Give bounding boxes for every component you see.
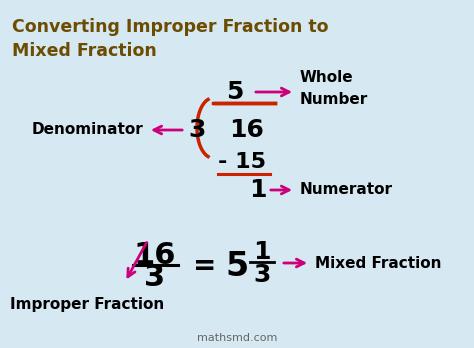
Text: 5: 5 [226, 80, 244, 104]
Text: =: = [193, 252, 217, 280]
Text: 16: 16 [134, 240, 176, 269]
Text: Numerator: Numerator [300, 182, 393, 198]
Text: Denominator: Denominator [31, 122, 143, 137]
Text: Whole: Whole [300, 71, 354, 86]
Text: 3: 3 [253, 263, 271, 287]
Text: Number: Number [300, 93, 368, 108]
Text: Mixed Fraction: Mixed Fraction [12, 42, 157, 60]
Text: 3: 3 [145, 263, 165, 293]
Text: 1: 1 [249, 178, 267, 202]
Text: 1: 1 [253, 240, 271, 264]
Text: Improper Fraction: Improper Fraction [10, 298, 164, 313]
Text: - 15: - 15 [218, 152, 266, 172]
Text: 16: 16 [229, 118, 264, 142]
Text: mathsmd.com: mathsmd.com [197, 333, 277, 343]
Text: 3: 3 [188, 118, 206, 142]
Text: Mixed Fraction: Mixed Fraction [315, 255, 441, 270]
Text: Converting Improper Fraction to: Converting Improper Fraction to [12, 18, 328, 36]
Text: 5: 5 [225, 250, 249, 283]
